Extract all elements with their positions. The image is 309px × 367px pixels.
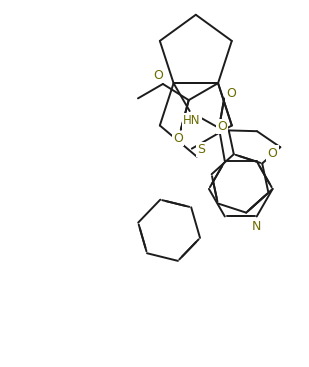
- Text: O: O: [226, 87, 236, 100]
- Text: N: N: [252, 220, 261, 233]
- Text: HN: HN: [183, 115, 201, 127]
- Text: O: O: [173, 132, 183, 145]
- Text: O: O: [217, 120, 227, 133]
- Text: O: O: [267, 147, 277, 160]
- Text: O: O: [153, 69, 163, 81]
- Text: S: S: [197, 143, 205, 156]
